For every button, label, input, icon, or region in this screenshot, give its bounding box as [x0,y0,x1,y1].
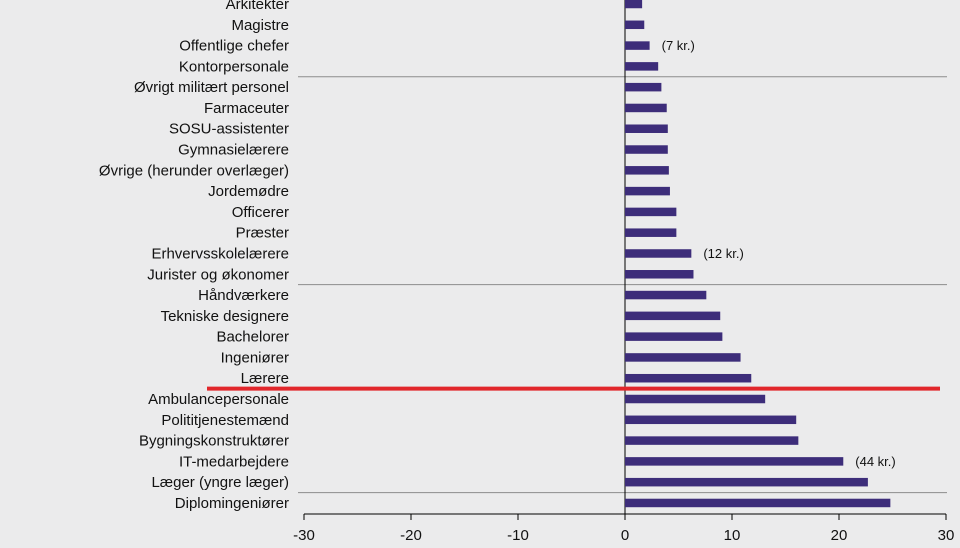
bar [625,498,891,508]
bar [625,0,643,9]
x-tick-label: 10 [724,527,741,544]
category-label: Jordemødre [208,183,289,200]
bar [625,457,844,466]
x-tick-label: -10 [507,527,529,544]
bar-annotation: (44 kr.) [855,454,895,469]
bar [625,415,797,425]
category-label: IT-medarbejdere [179,453,289,470]
bar [625,249,692,258]
category-label: Tekniske designere [161,308,289,325]
category-label: Offentlige chefer [179,38,289,55]
category-label: Bachelorer [216,329,289,346]
category-label: Ambulancepersonale [148,391,289,408]
bar [625,270,694,279]
bar [625,373,752,383]
bar [625,332,723,341]
category-label: Diplomingeniører [175,495,289,512]
category-label: Lærere [241,370,289,387]
category-label: Magistre [231,17,289,34]
bar [625,207,677,217]
bar [625,41,650,50]
category-label: Arkitekter [226,0,289,13]
category-label: Øvrige (herunder overlæger) [99,162,289,179]
category-label: Håndværkere [198,287,289,304]
category-label: Polititjenestemænd [161,412,289,429]
category-label: Erhvervsskolelærere [151,245,289,262]
category-label: Kontorpersonale [179,58,289,75]
x-tick-label: 20 [831,527,848,544]
bar [625,477,868,487]
bar [625,82,662,92]
bar-annotation: (7 kr.) [662,38,695,53]
bar [625,394,766,404]
category-label: Officerer [232,204,289,221]
category-label: Øvrigt militært personel [134,79,289,96]
bar [625,186,670,196]
category-label: Ingeniører [221,349,289,366]
x-tick-label: 0 [621,527,629,544]
bar [625,228,677,237]
x-tick-label: -30 [293,527,315,544]
category-label: Farmaceuter [204,100,289,117]
category-label: Gymnasielærere [178,142,289,159]
bar [625,124,668,133]
bar [625,20,645,30]
bar [625,145,668,154]
x-tick-label: -20 [400,527,422,544]
bar [625,166,669,175]
bar-annotation: (12 kr.) [703,246,743,261]
bar [625,290,707,300]
bar [625,103,667,113]
category-label: SOSU-assistenter [169,121,289,138]
category-label: Læger (yngre læger) [151,474,289,491]
bar [625,436,799,445]
category-label: Jurister og økonomer [147,266,289,283]
category-label: Bygningskonstruktører [139,433,289,450]
x-tick-label: 30 [938,527,955,544]
bar [625,353,741,362]
bar [625,62,659,71]
bar [625,311,721,321]
category-label: Præster [236,225,289,242]
